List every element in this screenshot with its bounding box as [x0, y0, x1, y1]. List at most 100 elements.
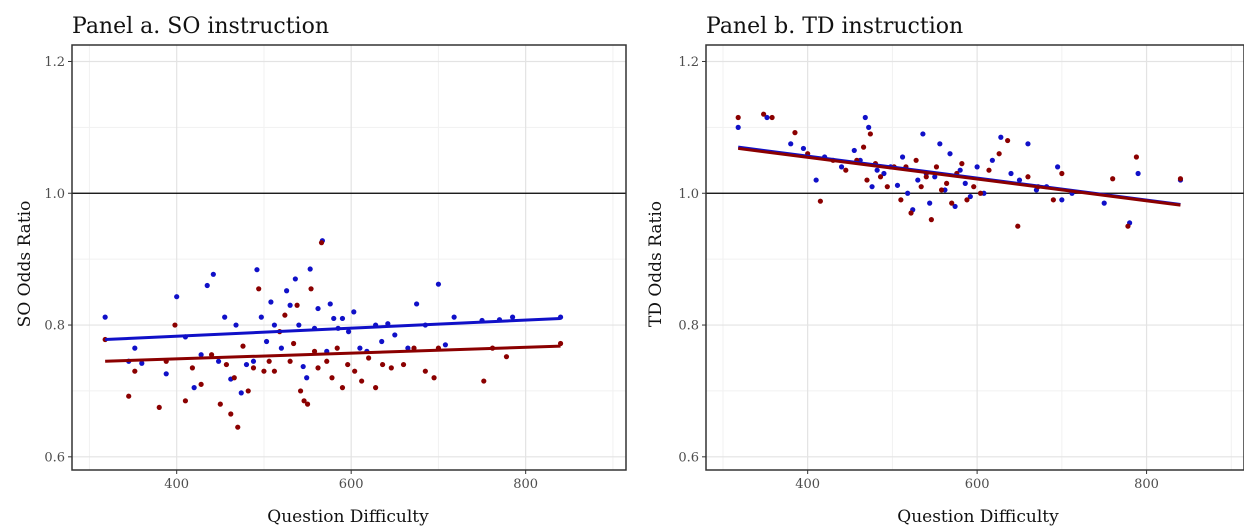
panel-b-point-series-1 [1135, 170, 1141, 177]
panel-a-trend-line-series-2 [105, 344, 561, 363]
panel-b-point-series-2 [923, 174, 929, 180]
panel-a-point-series-2 [231, 375, 237, 381]
panel-b-point-series-1 [915, 177, 921, 183]
panel-a-point-series-1 [215, 358, 222, 364]
panel-a-point-series-1 [292, 276, 298, 282]
panel-a-point-series-1 [392, 332, 398, 338]
panel-a-point-series-2 [198, 381, 204, 387]
panel-a-point-series-1 [268, 299, 274, 305]
panel-a-point-series-2 [126, 393, 132, 399]
panel-a-point-series-1 [331, 315, 337, 322]
panel-a-point-series-2 [223, 361, 230, 368]
panel-b-point-series-2 [1125, 223, 1131, 229]
panel-a-point-series-1 [250, 358, 257, 364]
panel-b-point-series-2 [860, 144, 867, 150]
panel-b-point-series-1 [932, 174, 938, 180]
panel-a-point-series-2 [339, 385, 346, 391]
panel-a-point-series-2 [266, 358, 272, 364]
panel-a-point-series-2 [503, 354, 510, 360]
panel-b-point-series-1 [1025, 141, 1031, 147]
panel-b-point-series-2 [1059, 170, 1065, 177]
panel-b-point-series-2 [959, 161, 965, 167]
panel-b-point-series-2 [817, 198, 823, 204]
panel-b-point-series-2 [769, 114, 775, 121]
panel-b-point-series-1 [957, 167, 963, 173]
panel-b-point-series-1 [1016, 177, 1023, 183]
panel-a-point-series-1 [102, 314, 108, 320]
panel-b-point-series-2 [908, 210, 914, 216]
panel-b-point-series-2 [933, 164, 940, 170]
panel-b-point-series-2 [884, 184, 890, 190]
panel-a-point-series-2 [301, 398, 307, 404]
panel-b-point-series-2 [964, 197, 970, 203]
panel-b-point-series-1 [1059, 197, 1065, 203]
panel-a-border [71, 44, 627, 471]
panel-a-point-series-1 [210, 271, 216, 277]
panel-b-point-series-1 [899, 154, 906, 160]
panel-a-point-series-1 [300, 363, 306, 370]
panel-a-point-series-2 [308, 286, 314, 292]
panel-a-point-series-1 [405, 345, 411, 351]
panel-b-point-series-2 [977, 190, 984, 196]
panel-a-point-series-2 [318, 240, 325, 246]
panel-b-point-series-2 [864, 177, 870, 183]
panel-a-point-series-2 [400, 361, 407, 368]
panel-a-y-tick-label: 0.8 [44, 319, 65, 334]
panel-a-point-series-2 [373, 385, 379, 391]
panel-b-point-series-2 [928, 217, 934, 223]
panel-b-y-tick-label: 0.6 [678, 450, 699, 465]
panel-a-point-series-2 [261, 368, 267, 374]
panel-a-x-tick-label: 400 [164, 477, 189, 492]
panel-a-point-series-1 [174, 294, 180, 300]
panel-a-point-series-1 [307, 266, 313, 272]
panel-b-point-series-1 [764, 114, 770, 121]
panel-b-point-series-2 [1110, 176, 1116, 182]
panel-a-point-series-2 [208, 352, 215, 358]
panel-a-trend-line-series-1 [105, 316, 561, 342]
panel-b-point-series-2 [913, 157, 919, 163]
panel-b-point-series-1 [1008, 170, 1014, 177]
panel-a-point-series-2 [329, 375, 335, 381]
panel-a-point-series-2 [411, 345, 417, 351]
panel-b-point-series-1 [998, 134, 1004, 140]
panel-a-point-series-1 [254, 267, 260, 273]
panel-b-point-series-1 [851, 147, 857, 154]
panel-b-x-tick-label: 800 [1134, 477, 1159, 492]
panel-b-x-axis-label: Question Difficulty [897, 507, 1059, 527]
panel-b-point-series-1 [1055, 164, 1061, 170]
panel-a-point-series-1 [204, 282, 210, 289]
panel-a-point-series-1 [132, 345, 138, 351]
panel-b-y-axis-label: TD Odds Ratio [646, 201, 666, 327]
panel-a-point-series-1 [271, 322, 278, 328]
panel-a-point-series-2 [250, 365, 257, 371]
panel-b-point-series-1 [974, 164, 980, 170]
panel-b-point-series-2 [843, 167, 849, 173]
panel-a-point-series-2 [315, 365, 321, 371]
panel-a-point-series-2 [334, 345, 340, 351]
panel-b-trend-line-series-2 [738, 146, 1181, 207]
panel-a-point-series-2 [388, 365, 394, 371]
panel-b-point-series-1 [962, 180, 968, 186]
panel-b-point-series-1 [894, 182, 901, 188]
panel-b-point-series-1 [947, 151, 953, 157]
panel-a-point-series-2 [366, 355, 372, 361]
panel-a-point-series-1 [379, 338, 385, 345]
panel-a-point-series-1 [191, 385, 197, 391]
panel-a-point-series-2 [379, 361, 386, 368]
panel-b-point-series-2 [971, 184, 977, 190]
panel-a-point-series-1 [509, 314, 516, 320]
panel-a-point-series-2 [481, 378, 487, 384]
panel-a-point-series-1 [163, 371, 169, 377]
panel-a-point-series-2 [182, 398, 189, 404]
panel-b-point-series-1 [1101, 200, 1107, 206]
panel-b-point-series-1 [927, 200, 933, 206]
panel-a-point-series-1 [278, 345, 284, 351]
panel-b-point-series-1 [735, 124, 741, 130]
panel-a-point-series-2 [297, 388, 304, 394]
panel-a-point-series-2 [352, 368, 358, 374]
panel-b-point-series-1 [952, 203, 958, 210]
panel-a-point-series-1 [451, 314, 457, 320]
panel-a-y-tick-label: 1.2 [44, 55, 65, 70]
panel-a-point-series-2 [217, 401, 223, 407]
panel-a-point-series-2 [245, 388, 251, 394]
